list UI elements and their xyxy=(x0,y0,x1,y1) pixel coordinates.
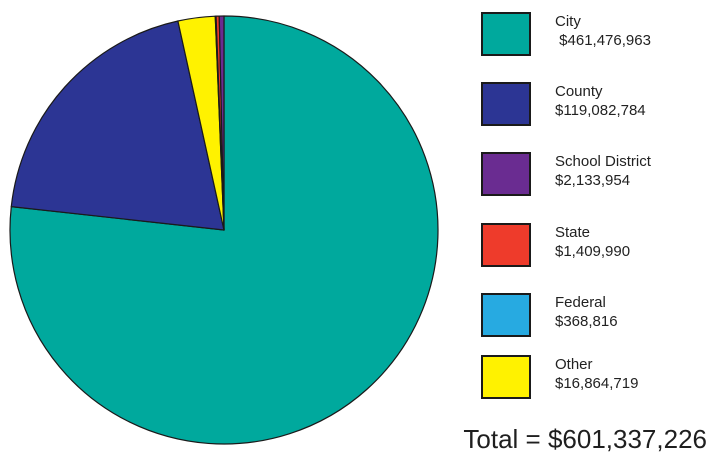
legend-label-state: State xyxy=(555,224,591,241)
legend-swatch-federal xyxy=(481,293,531,337)
legend-item-city: City $461,476,963 xyxy=(481,12,711,62)
legend-value-federal: $368,816 xyxy=(555,313,618,330)
legend-label-other: Other xyxy=(555,356,593,373)
legend-value-state: $1,409,990 xyxy=(555,243,631,260)
legend-swatch-other xyxy=(481,355,531,399)
legend-swatch-state xyxy=(481,223,531,267)
total-label: Total = $601,337,226 xyxy=(463,424,707,454)
legend-value-other: $16,864,719 xyxy=(555,375,639,392)
pie-plot xyxy=(9,15,439,445)
pie-slice-county xyxy=(10,20,225,231)
legend-swatch-city xyxy=(481,12,531,56)
legend-item-school-district: School District $2,133,954 xyxy=(481,152,711,202)
legend-item-county: County $119,082,784 xyxy=(481,82,711,132)
pie-slice-city xyxy=(9,15,439,445)
legend-label-federal: Federal xyxy=(555,294,606,311)
legend-swatch-county xyxy=(481,82,531,126)
legend-item-federal: Federal $368,816 xyxy=(481,293,711,343)
legend-label-school-district: School District xyxy=(555,153,651,170)
pie-slice-school-district xyxy=(218,15,225,231)
legend-value-city: $461,476,963 xyxy=(555,32,651,49)
legend-value-school-district: $2,133,954 xyxy=(555,172,631,189)
legend-value-county: $119,082,784 xyxy=(555,102,646,119)
legend-label-city: City xyxy=(555,13,581,30)
legend-item-state: State $1,409,990 xyxy=(481,223,711,273)
legend-label-county: County xyxy=(555,83,603,100)
legend-swatch-school-district xyxy=(481,152,531,196)
legend-item-other: Other $16,864,719 xyxy=(481,355,711,405)
